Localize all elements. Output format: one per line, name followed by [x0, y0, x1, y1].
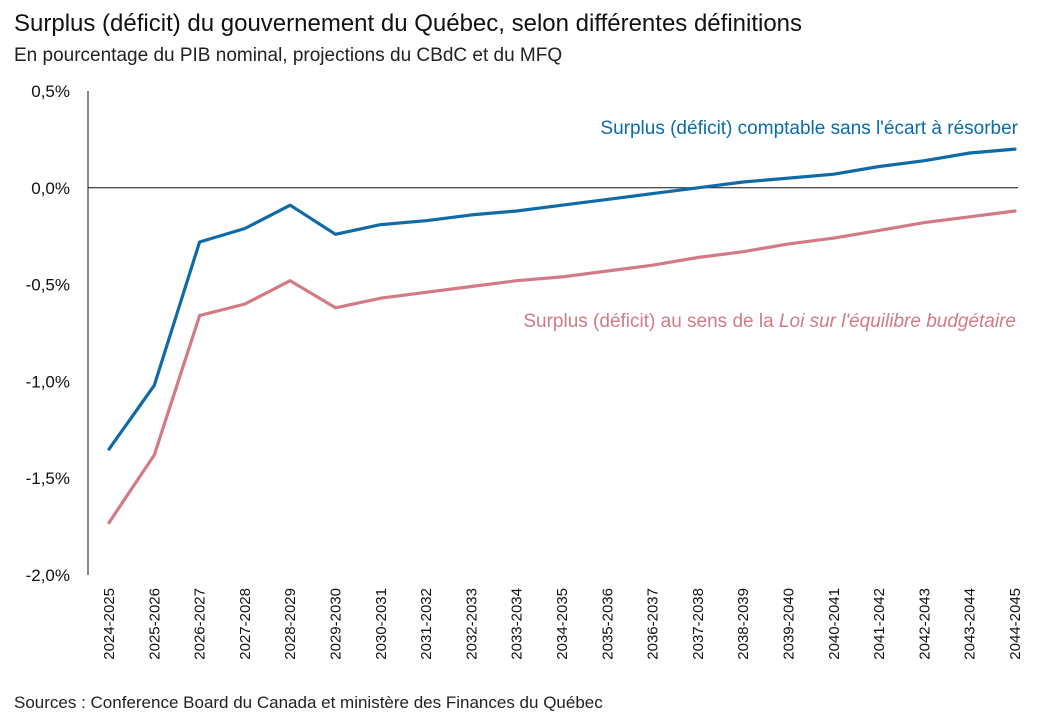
chart-title: Surplus (déficit) du gouvernement du Qué…	[14, 10, 803, 37]
y-tick-label: 0,0%	[31, 179, 70, 198]
x-tick-label: 2041-2042	[871, 588, 888, 660]
y-tick-label: 0,5%	[31, 82, 70, 101]
chart-subtitle: En pourcentage du PIB nominal, projectio…	[14, 45, 563, 66]
x-tick-label: 2037-2038	[690, 588, 707, 660]
x-tick-label: 2026-2027	[192, 588, 209, 660]
series-layer	[107, 147, 1017, 525]
x-tick-label: 2024-2025	[101, 588, 118, 660]
x-tick-label: 2035-2036	[599, 588, 616, 660]
x-tick-label: 2044-2045	[1007, 588, 1024, 660]
series-line-0	[107, 147, 1017, 451]
series-line-1	[107, 209, 1017, 525]
x-tick-label: 2032-2033	[463, 588, 480, 660]
x-tick-label: 2029-2030	[328, 588, 345, 660]
x-tick-label: 2040-2041	[826, 588, 843, 660]
x-tick-label: 2043-2044	[962, 588, 979, 660]
series-label-comptable: Surplus (déficit) comptable sans l'écart…	[600, 118, 1018, 139]
source-note: Sources : Conference Board du Canada et …	[14, 693, 603, 712]
y-axis: 0,5% 0,0% -0,5% -1,0% -1,5% -2,0%	[26, 82, 1018, 585]
x-tick-label: 2038-2039	[735, 588, 752, 660]
x-tick-label: 2031-2032	[418, 588, 435, 660]
x-tick-label: 2033-2034	[509, 588, 526, 660]
y-tick-label: -1,0%	[26, 372, 70, 391]
x-tick-label: 2036-2037	[645, 588, 662, 660]
x-axis: 2024-2025 2025-2026 2026-2027 2027-2028 2028…	[101, 588, 1024, 660]
x-tick-label: 2025-2026	[146, 588, 163, 660]
x-tick-label: 2034-2035	[554, 588, 571, 660]
x-tick-label: 2042-2043	[916, 588, 933, 660]
series-label-loi-equilibre: Surplus (déficit) au sens de la Loi sur …	[523, 311, 1016, 332]
x-tick-label: 2030-2031	[373, 588, 390, 660]
y-tick-label: -1,5%	[26, 469, 70, 488]
x-tick-label: 2027-2028	[237, 588, 254, 660]
y-tick-label: -0,5%	[26, 276, 70, 295]
series-label-loi-part-2: Loi sur l'équilibre budgétaire	[779, 311, 1016, 332]
x-tick-label: 2028-2029	[282, 588, 299, 660]
y-tick-label: -2,0%	[26, 566, 70, 585]
series-label-loi-part-1: Surplus (déficit) au sens de la	[523, 311, 779, 332]
x-tick-label: 2039-2040	[781, 588, 798, 660]
